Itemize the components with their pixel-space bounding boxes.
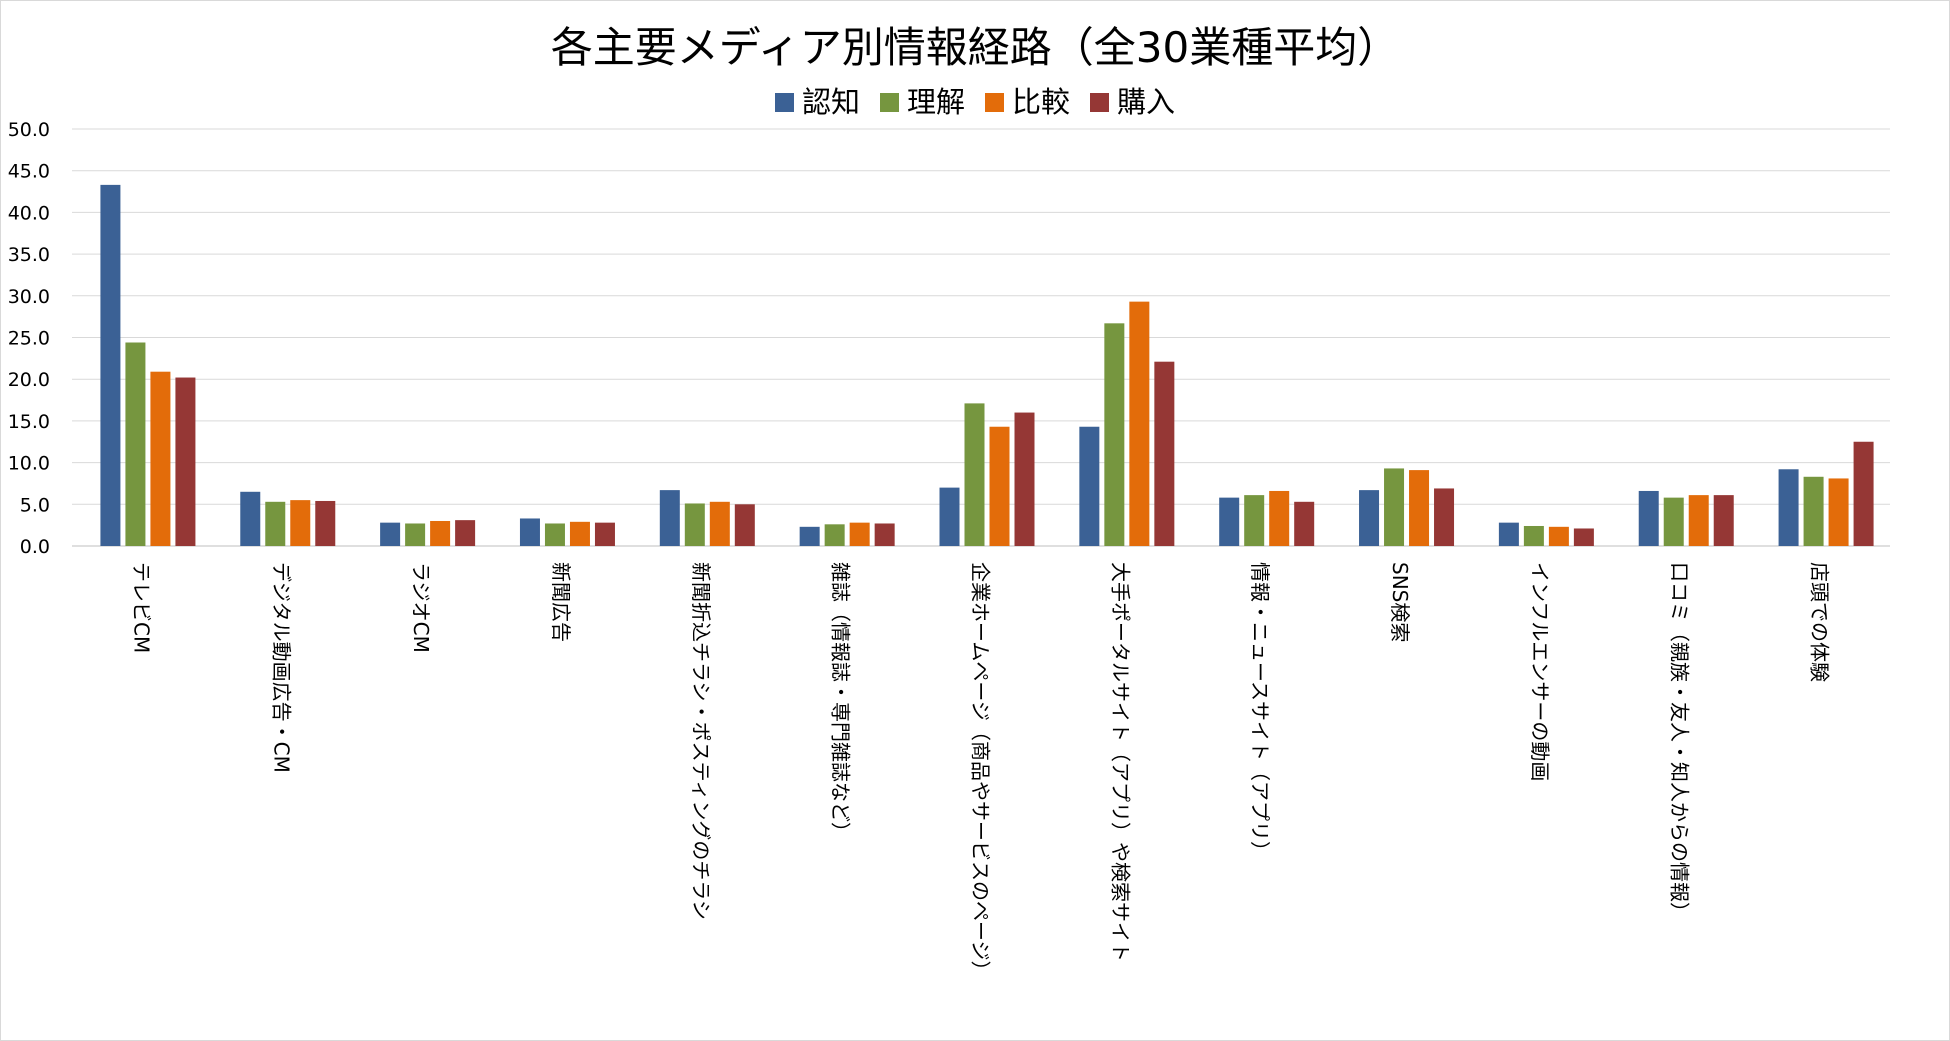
bar-比較-1 — [290, 500, 311, 546]
legend-label: 理解 — [906, 85, 965, 119]
chart-title: 各主要メディア別情報経路（全30業種平均） — [550, 23, 1400, 72]
bar-購入-4 — [734, 504, 755, 546]
bar-購入-6 — [1014, 412, 1035, 546]
x-category-label: 情報・ニュースサイト（アプリ） — [1248, 562, 1272, 861]
y-tick-label: 10.0 — [8, 453, 50, 475]
legend-label: 購入 — [1117, 85, 1176, 119]
bar-認知-0 — [100, 184, 121, 547]
y-tick-label: 20.0 — [8, 369, 50, 391]
bar-理解-6 — [964, 403, 985, 546]
y-tick-label: 0.0 — [20, 536, 50, 558]
bar-比較-3 — [569, 521, 590, 546]
bar-購入-11 — [1713, 495, 1734, 546]
x-category-label: 店頭での体験 — [1808, 562, 1832, 682]
x-category-label: 雑誌（情報誌・専門雑誌など） — [829, 562, 853, 842]
x-category-label: デジタル動画広告・CM — [269, 562, 293, 773]
bar-認知-2 — [380, 522, 401, 546]
bar-比較-8 — [1269, 490, 1290, 546]
bar-認知-12 — [1778, 469, 1799, 546]
legend-swatch — [1090, 92, 1110, 112]
bar-認知-6 — [939, 487, 960, 546]
legend-item-3: 購入 — [1090, 84, 1175, 120]
bar-比較-0 — [150, 371, 171, 546]
bar-比較-4 — [709, 501, 730, 546]
bar-比較-12 — [1828, 478, 1849, 546]
bar-比較-6 — [989, 426, 1010, 546]
bar-認知-10 — [1498, 522, 1519, 546]
bar-理解-12 — [1803, 476, 1824, 546]
y-tick-label: 5.0 — [20, 494, 50, 516]
bar-認知-8 — [1219, 497, 1240, 546]
bar-理解-1 — [265, 501, 286, 546]
x-category-label: テレビCM — [129, 562, 153, 653]
bar-購入-1 — [315, 500, 336, 546]
legend-label: 認知 — [801, 85, 860, 119]
bar-理解-2 — [405, 523, 426, 546]
legend: 認知 理解 比較 購入 — [0, 84, 1950, 120]
bar-理解-11 — [1663, 497, 1684, 546]
x-category-label: ラジオCM — [409, 562, 433, 653]
bar-認知-1 — [240, 491, 261, 546]
bar-比較-7 — [1129, 301, 1150, 546]
bar-購入-9 — [1434, 488, 1455, 546]
bar-認知-5 — [799, 526, 820, 546]
y-tick-label: 15.0 — [8, 411, 50, 433]
bar-購入-3 — [594, 522, 615, 546]
y-tick-label: 30.0 — [8, 286, 50, 308]
bar-購入-10 — [1573, 528, 1594, 546]
bar-認知-7 — [1079, 426, 1100, 546]
x-category-label: SNS検索 — [1388, 562, 1412, 642]
bar-理解-0 — [125, 342, 146, 546]
x-category-label: 新聞広告 — [549, 562, 573, 642]
bar-理解-9 — [1384, 468, 1405, 546]
bar-理解-10 — [1523, 525, 1544, 546]
bar-比較-11 — [1688, 495, 1709, 546]
x-category-label: インフルエンサーの動画 — [1528, 562, 1552, 781]
y-tick-label: 50.0 — [8, 119, 50, 141]
bar-認知-4 — [659, 490, 680, 546]
bar-購入-7 — [1154, 361, 1175, 546]
legend-item-1: 理解 — [879, 84, 965, 120]
y-tick-label: 40.0 — [8, 202, 50, 224]
bar-比較-10 — [1548, 526, 1569, 546]
bar-比較-5 — [849, 522, 870, 546]
bar-購入-0 — [175, 377, 196, 546]
bar-購入-8 — [1294, 501, 1315, 546]
bar-認知-3 — [519, 518, 540, 546]
bar-理解-8 — [1244, 495, 1265, 546]
y-tick-label: 25.0 — [8, 328, 50, 350]
bar-理解-5 — [824, 524, 845, 546]
bar-認知-11 — [1638, 490, 1659, 546]
bar-認知-9 — [1359, 490, 1380, 546]
bar-理解-3 — [544, 523, 565, 546]
x-category-label: 新聞折込チラシ・ポスティングのチラシ — [689, 562, 713, 920]
bar-購入-2 — [455, 520, 476, 546]
x-category-label: 企業ホームページ（商品やサービスのページ） — [969, 562, 993, 981]
legend-swatch — [774, 92, 794, 112]
bar-理解-7 — [1104, 323, 1125, 546]
y-tick-label: 45.0 — [8, 161, 50, 183]
legend-swatch — [985, 92, 1004, 112]
bar-購入-5 — [874, 523, 895, 546]
x-category-label: 口コミ（親族・友人・知人からの情報） — [1668, 562, 1692, 922]
legend-item-0: 認知 — [774, 84, 860, 120]
legend-item-2: 比較 — [985, 84, 1070, 120]
y-tick-label: 35.0 — [8, 244, 50, 266]
bar-理解-4 — [684, 503, 705, 546]
legend-label: 比較 — [1012, 85, 1071, 119]
x-category-label: 大手ポータルサイト（アプリ）や検索サイト — [1108, 562, 1132, 962]
bar-比較-2 — [430, 520, 451, 546]
legend-swatch — [879, 92, 899, 112]
bar-購入-12 — [1853, 441, 1874, 546]
bar-比較-9 — [1409, 470, 1430, 546]
